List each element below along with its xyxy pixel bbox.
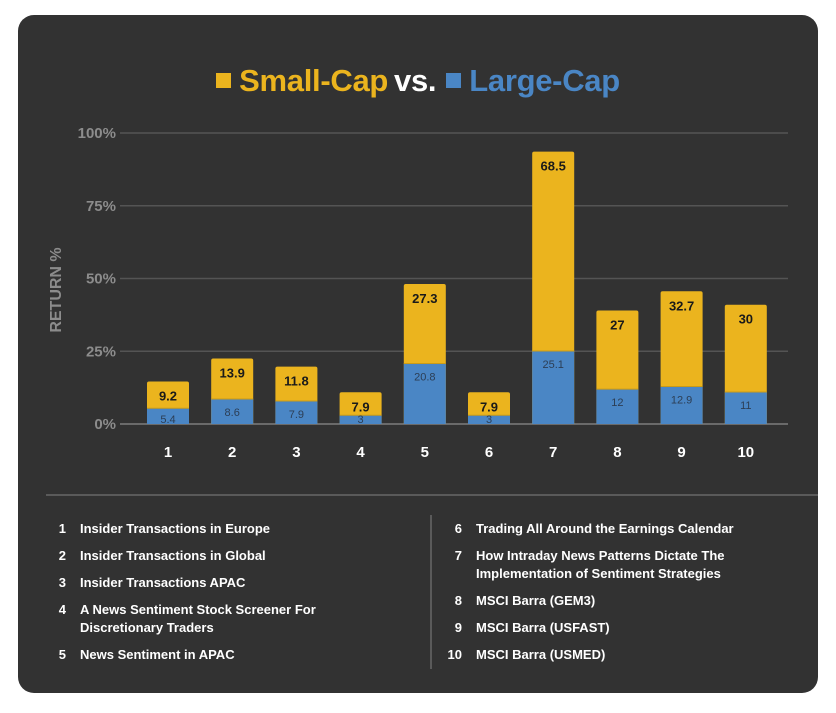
legend-item-number: 3	[58, 575, 66, 590]
legend-divider	[46, 494, 818, 496]
small-cap-data-label: 9.2	[159, 389, 177, 404]
large-cap-data-label: 12.9	[671, 394, 692, 406]
legend-item-label: MSCI Barra (USFAST)	[476, 620, 610, 635]
chart-card: Small-Cap vs. Large-Cap 0% 25% 50% 75% 100% 9.2…	[18, 15, 818, 693]
legend-item-label: Insider Transactions in Europe	[80, 521, 270, 536]
y-tick-label: 0%	[94, 416, 116, 433]
legend-item: 8 MSCI Barra (GEM3)	[436, 592, 746, 610]
large-cap-data-label: 8.6	[225, 407, 240, 419]
y-tick-label: 25%	[86, 343, 116, 360]
small-cap-data-label: 13.9	[220, 366, 245, 381]
x-tick-label: 5	[421, 444, 429, 461]
legend-item-label: Insider Transactions in Global	[80, 548, 266, 563]
bar-large-cap	[339, 415, 382, 424]
legend-item-label: MSCI Barra (USMED)	[476, 647, 606, 662]
small-cap-data-label: 32.7	[669, 298, 694, 313]
legend-item: 7 How Intraday News Patterns Dictate The …	[436, 547, 746, 583]
small-cap-data-label: 7.9	[352, 399, 370, 414]
small-cap-data-label: 11.8	[284, 374, 309, 389]
chart-title: Small-Cap vs. Large-Cap	[18, 63, 818, 99]
legend-item-label: News Sentiment in APAC	[80, 647, 235, 662]
small-cap-title-label: Small-Cap	[239, 63, 389, 98]
large-cap-legend-swatch	[446, 73, 462, 89]
bar-large-cap	[147, 408, 189, 424]
legend-item-number: 2	[58, 548, 66, 563]
large-cap-data-label: 25.1	[542, 359, 563, 371]
legend-item: 2 Insider Transactions in Global	[40, 547, 350, 565]
bar-large-cap	[468, 415, 510, 424]
legend-item: 4 A News Sentiment Stock Screener For Dis…	[40, 601, 350, 637]
legend-item-label: Trading All Around the Earnings Calendar	[476, 521, 734, 536]
large-cap-data-label: 7.9	[289, 409, 304, 421]
small-cap-data-label: 27	[610, 318, 624, 333]
x-tick-label: 8	[613, 444, 621, 461]
large-cap-data-label: 3	[358, 414, 364, 426]
y-axis-label: RETURN %	[48, 247, 65, 332]
legend-column-divider	[430, 515, 432, 669]
legend-item-label: A News Sentiment Stock Screener For Disc…	[80, 602, 316, 635]
bar-large-cap	[660, 386, 703, 424]
x-tick-label: 1	[164, 444, 172, 461]
legend-item-number: 10	[447, 647, 462, 662]
bar-large-cap	[275, 401, 318, 424]
legend-item-label: MSCI Barra (GEM3)	[476, 593, 596, 608]
small-cap-legend-swatch	[216, 73, 232, 89]
legend-item-number: 4	[58, 602, 66, 617]
legend-item-number: 8	[454, 593, 462, 608]
legend-item-number: 6	[454, 521, 462, 536]
large-cap-title-label: Large-Cap	[469, 63, 620, 98]
y-tick-label: 75%	[86, 198, 116, 215]
x-tick-label: 3	[292, 444, 300, 461]
legend-item-number: 5	[58, 647, 66, 662]
small-cap-data-label: 7.9	[480, 399, 498, 414]
bar-large-cap	[211, 398, 254, 424]
bar-large-cap	[532, 350, 575, 424]
bar-large-cap	[403, 363, 446, 424]
legend-item: 6 Trading All Around the Earnings Calenda…	[436, 520, 746, 538]
legend-left-column: 1 Insider Transactions in Europe 2 Insider …	[40, 520, 350, 673]
legend-item-number: 9	[454, 620, 462, 635]
small-cap-data-label: 30	[739, 312, 753, 327]
legend-right-column: 6 Trading All Around the Earnings Calenda…	[436, 520, 746, 673]
x-tick-label: 7	[549, 444, 557, 461]
small-cap-data-label: 27.3	[412, 291, 437, 306]
legend-item: 1 Insider Transactions in Europe	[40, 520, 350, 538]
x-tick-label: 4	[356, 444, 365, 461]
x-tick-label: 6	[485, 444, 493, 461]
bar-large-cap	[596, 389, 639, 424]
legend-item: 10 MSCI Barra (USMED)	[436, 646, 746, 664]
small-cap-data-label: 68.5	[541, 159, 566, 174]
legend-item: 3 Insider Transactions APAC	[40, 574, 350, 592]
x-tick-label: 10	[737, 444, 754, 461]
large-cap-data-label: 12	[611, 397, 623, 409]
stacked-bar-chart: 0%25%50%75%100%9.25.4113.98.6211.87.937.…	[48, 125, 788, 461]
large-cap-data-label: 20.8	[414, 371, 435, 383]
legend-item: 5 News Sentiment in APAC	[40, 646, 350, 664]
y-tick-label: 100%	[78, 125, 116, 142]
legend-item-number: 7	[454, 548, 462, 563]
large-cap-data-label: 11	[740, 400, 751, 412]
legend-item: 9 MSCI Barra (USFAST)	[436, 619, 746, 637]
vs-label: vs.	[394, 63, 437, 98]
bar-large-cap	[724, 391, 767, 424]
large-cap-data-label: 5.4	[160, 414, 175, 426]
x-tick-label: 9	[677, 444, 685, 461]
y-tick-label: 50%	[86, 271, 116, 288]
x-tick-label: 2	[228, 444, 236, 461]
large-cap-data-label: 3	[486, 414, 492, 426]
legend-item-number: 1	[58, 521, 66, 536]
legend-item-label: Insider Transactions APAC	[80, 575, 246, 590]
legend-item-label: How Intraday News Patterns Dictate The I…	[476, 548, 725, 581]
